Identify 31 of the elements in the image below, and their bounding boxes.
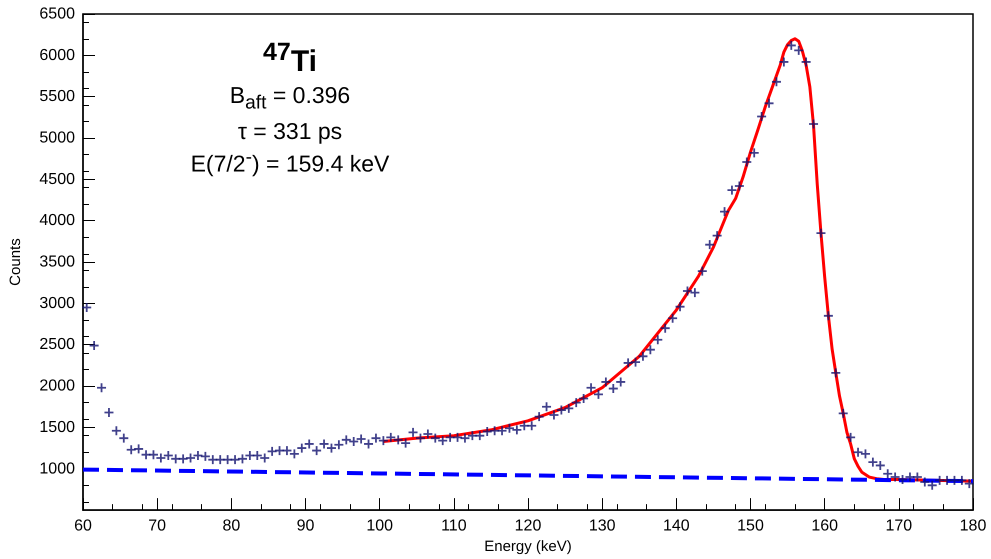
x-tick-label: 130: [588, 518, 616, 535]
x-tick-label: 70: [148, 518, 166, 535]
y-tick-label: 2000: [39, 378, 76, 395]
x-tick-label: 110: [441, 518, 467, 535]
y-tick-label: 3000: [39, 294, 76, 312]
annotation: B$_{aft}$ = 0.396: [228, 81, 352, 116]
x-tick-label: 100: [366, 518, 394, 535]
annotation: E(7/2$^{-}$) = 159.4 keV: [190, 146, 390, 180]
x-tick-label: 170: [885, 518, 912, 535]
y-tick-label: 6000: [39, 46, 76, 64]
y-tick-label: 4000: [39, 212, 76, 230]
x-tick-label: 180: [960, 518, 986, 535]
y-tick-label: 1000: [39, 460, 76, 478]
y-axis-title: Counts: [7, 238, 24, 286]
y-tick-label: 5500: [39, 88, 76, 106]
y-tick-label: 5000: [39, 130, 76, 147]
x-tick-label: 160: [811, 518, 838, 535]
x-tick-label: 60: [74, 518, 92, 535]
y-tick-label: 3500: [39, 254, 76, 271]
y-tick-label: 4500: [39, 170, 76, 188]
y-tick-label: 6500: [39, 6, 76, 22]
annotation: $^{47}$Ti: [262, 37, 318, 80]
x-tick-label: 120: [514, 518, 542, 535]
x-tick-label: 90: [296, 518, 314, 535]
y-tick-label: 1500: [39, 418, 76, 436]
x-axis-title: Energy (keV): [484, 538, 572, 555]
x-tick-label: 140: [662, 518, 690, 535]
x-tick-label: 150: [737, 518, 764, 535]
x-tick-label: 80: [222, 518, 240, 535]
y-tick-label: 2500: [39, 336, 76, 354]
annotation: τ = 331 ps: [236, 116, 344, 146]
